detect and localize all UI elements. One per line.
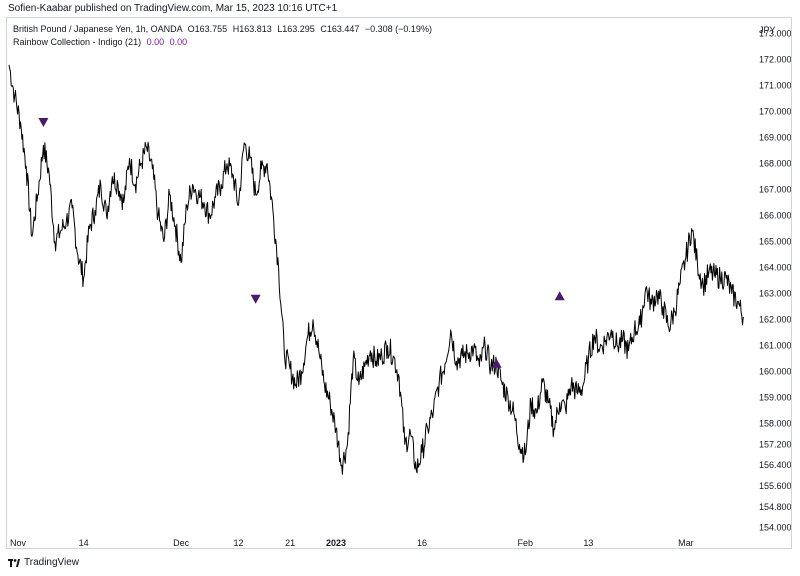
x-tick-label: 2023 [326, 538, 346, 548]
low-value: L163.295 [277, 24, 315, 34]
x-tick-label: Mar [678, 538, 694, 548]
indicator-value-1: 0.00 [146, 37, 165, 47]
y-tick-label: 158.000 [759, 419, 791, 429]
y-tick-label: 164.000 [759, 263, 791, 273]
signal-marker-down-2[interactable] [250, 294, 261, 304]
publisher-caption: Sofien-Kaabar published on TradingView.c… [8, 3, 338, 14]
symbol-legend-row: British Pound / Japanese Yen, 1h, OANDA … [13, 23, 432, 36]
y-tick-label: 168.000 [759, 159, 791, 169]
signal-marker-up-3[interactable] [491, 358, 502, 368]
price-chart[interactable]: 173.000 172.000 171.000 170.000 169.000 168.0… [7, 18, 791, 548]
y-tick-label: 156.400 [759, 460, 791, 470]
x-tick-label: Feb [518, 538, 534, 548]
tradingview-brand[interactable]: TradingView [8, 557, 79, 568]
y-tick-label: 169.000 [759, 133, 791, 143]
y-tick-label: 165.000 [759, 237, 791, 247]
y-tick-label: 157.200 [759, 439, 791, 449]
indicator-value-2: 0.00 [169, 37, 188, 47]
y-tick-label: 161.000 [759, 341, 791, 351]
y-tick-label: 166.000 [759, 211, 791, 221]
indicator-legend-row: Rainbow Collection - Indigo (21) 0.00 0.… [13, 36, 432, 49]
indicator-title[interactable]: Rainbow Collection - Indigo (21) [13, 37, 142, 47]
y-tick-label: 154.000 [759, 523, 791, 533]
chart-legend: British Pound / Japanese Yen, 1h, OANDA … [13, 23, 432, 49]
high-value: H163.813 [232, 24, 272, 34]
symbol-title[interactable]: British Pound / Japanese Yen, 1h, OANDA [13, 24, 183, 34]
y-tick-label: 154.800 [759, 502, 791, 512]
close-value: C163.447 [320, 24, 360, 34]
x-tick-label: Nov [10, 538, 27, 548]
y-tick-label: 172.000 [759, 55, 791, 65]
y-tick-label: 171.000 [759, 81, 791, 91]
tradingview-logo-icon [8, 558, 20, 567]
y-tick-label: 170.000 [759, 107, 791, 117]
y-tick-label: 163.000 [759, 289, 791, 299]
change-value: −0.308 (−0.19%) [364, 24, 432, 34]
y-tick-label: 167.000 [759, 185, 791, 195]
x-tick-label: 16 [417, 538, 427, 548]
brand-label: TradingView [24, 557, 80, 568]
price-series-line [8, 64, 744, 475]
signal-marker-down-1[interactable] [38, 118, 49, 127]
x-tick-label: 14 [79, 538, 89, 548]
currency-label[interactable]: JPY [759, 25, 776, 35]
y-tick-label: 159.000 [759, 393, 791, 403]
y-tick-label: 173.000 [759, 29, 791, 39]
y-tick-label: 162.000 [759, 315, 791, 325]
x-tick-label: 13 [583, 538, 593, 548]
y-tick-label: 160.000 [759, 367, 791, 377]
chart-panel[interactable]: 173.000 172.000 171.000 170.000 169.000 168.0… [6, 17, 792, 549]
x-tick-label: 12 [233, 538, 243, 548]
signal-marker-up-4[interactable] [554, 291, 565, 301]
x-tick-label: Dec [173, 538, 190, 548]
x-tick-label: 21 [285, 538, 295, 548]
y-tick-label: 155.600 [759, 481, 791, 491]
open-value: O163.755 [187, 24, 228, 34]
